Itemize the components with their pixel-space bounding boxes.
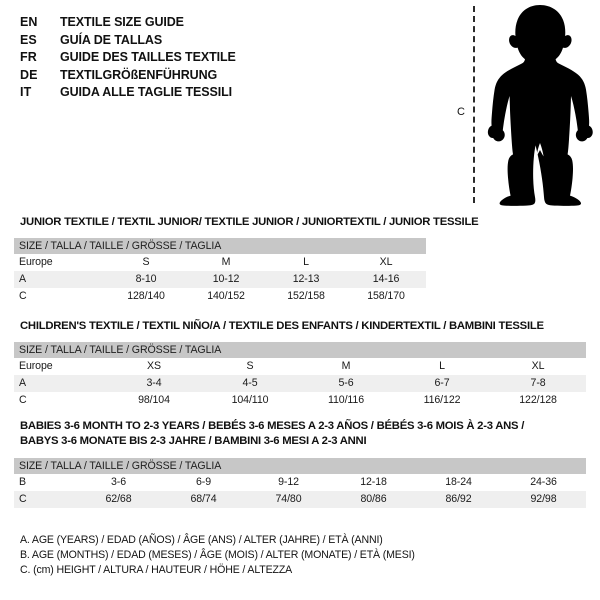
size-table-junior: SIZE / TALLA / TAILLE / GRÖSSE / TAGLIA … <box>14 238 427 305</box>
cell: 24-36 <box>501 474 587 491</box>
table-row: C 128/140 140/152 152/158 158/170 <box>14 288 427 305</box>
language-row: EN TEXTILE SIZE GUIDE <box>20 14 350 32</box>
language-row: IT GUIDA ALLE TAGLIE TESSILI <box>20 84 350 102</box>
cell: 3-6 <box>76 474 161 491</box>
cell: 80/86 <box>331 491 416 508</box>
cell: 3-4 <box>106 375 202 392</box>
cell: 116/122 <box>394 392 490 409</box>
height-dashed-line <box>473 6 475 203</box>
cell: 122/128 <box>490 392 587 409</box>
cell: 12-18 <box>331 474 416 491</box>
section-title-babies-line1: BABIES 3-6 MONTH TO 2-3 YEARS / BEBÉS 3-… <box>20 420 525 432</box>
cell: S <box>202 358 298 375</box>
cell: 14-16 <box>346 271 427 288</box>
language-title: TEXTILE SIZE GUIDE <box>60 15 184 29</box>
section-title-children: CHILDREN'S TEXTILE / TEXTIL NIÑO/A / TEX… <box>20 320 544 332</box>
language-row: DE TEXTILGRÖßENFÜHRUNG <box>20 67 350 85</box>
cell: 10-12 <box>186 271 266 288</box>
language-title: GUIDA ALLE TAGLIE TESSILI <box>60 85 233 99</box>
cell: 6-7 <box>394 375 490 392</box>
cell: 18-24 <box>416 474 501 491</box>
cell: S <box>106 254 186 271</box>
row-label: Europe <box>14 358 106 375</box>
cell: 92/98 <box>501 491 587 508</box>
cell: 86/92 <box>416 491 501 508</box>
cell: 68/74 <box>161 491 246 508</box>
language-title: TEXTILGRÖßENFÜHRUNG <box>60 67 218 82</box>
size-header-label: SIZE / TALLA / TAILLE / GRÖSSE / TAGLIA <box>14 342 587 358</box>
language-code: IT <box>20 85 32 99</box>
legend-line-a: A. AGE (YEARS) / EDAD (AÑOS) / ÂGE (ANS)… <box>20 534 383 546</box>
size-header-label: SIZE / TALLA / TAILLE / GRÖSSE / TAGLIA <box>14 458 587 474</box>
row-label: B <box>14 474 76 491</box>
legend-line-c: C. (cm) HEIGHT / ALTURA / HAUTEUR / HÖHE… <box>20 564 293 576</box>
section-title-babies-line2: BABYS 3-6 MONATE BIS 2-3 JAHRE / BAMBINI… <box>20 435 367 447</box>
legend-line-b: B. AGE (MONTHS) / EDAD (MESES) / ÂGE (MO… <box>20 549 415 561</box>
cell: XL <box>490 358 587 375</box>
cell: XS <box>106 358 202 375</box>
cell: M <box>298 358 394 375</box>
language-code: EN <box>20 15 38 29</box>
table-header-bar: SIZE / TALLA / TAILLE / GRÖSSE / TAGLIA <box>14 458 587 474</box>
cell: 152/158 <box>266 288 346 305</box>
cell: L <box>394 358 490 375</box>
cell: 12-13 <box>266 271 346 288</box>
cell: 158/170 <box>346 288 427 305</box>
legend-block: A. AGE (YEARS) / EDAD (AÑOS) / ÂGE (ANS)… <box>20 533 460 578</box>
row-label: Europe <box>14 254 106 271</box>
cell: 6-9 <box>161 474 246 491</box>
row-label: A <box>14 375 106 392</box>
height-measurement-figure: C <box>440 2 600 207</box>
language-title: GUIDE DES TAILLES TEXTILE <box>60 50 236 64</box>
language-title: GUÍA DE TALLAS <box>60 32 163 47</box>
language-code: FR <box>20 50 37 64</box>
toddler-silhouette-icon <box>487 5 593 206</box>
language-code: DE <box>20 67 38 82</box>
cell: 9-12 <box>246 474 331 491</box>
table-row: Europe XS S M L XL <box>14 358 587 375</box>
cell: 110/116 <box>298 392 394 409</box>
table-row: C 62/68 68/74 74/80 80/86 86/92 92/98 <box>14 491 587 508</box>
cell: 98/104 <box>106 392 202 409</box>
cell: 7-8 <box>490 375 587 392</box>
cell: 5-6 <box>298 375 394 392</box>
table-row: C 98/104 104/110 110/116 116/122 122/128 <box>14 392 587 409</box>
row-label: C <box>14 491 76 508</box>
row-label: A <box>14 271 106 288</box>
language-title-list: EN TEXTILE SIZE GUIDE ES GUÍA DE TALLAS … <box>20 14 350 102</box>
cell: XL <box>346 254 427 271</box>
cell: 8-10 <box>106 271 186 288</box>
cell: 62/68 <box>76 491 161 508</box>
language-row: ES GUÍA DE TALLAS <box>20 32 350 50</box>
table-row: Europe S M L XL <box>14 254 427 271</box>
size-header-label: SIZE / TALLA / TAILLE / GRÖSSE / TAGLIA <box>14 238 427 254</box>
cell: L <box>266 254 346 271</box>
row-label: C <box>14 392 106 409</box>
table-row: A 3-4 4-5 5-6 6-7 7-8 <box>14 375 587 392</box>
cell: M <box>186 254 266 271</box>
cell: 140/152 <box>186 288 266 305</box>
table-header-bar: SIZE / TALLA / TAILLE / GRÖSSE / TAGLIA <box>14 342 587 358</box>
height-measure-label: C <box>457 106 465 118</box>
cell: 4-5 <box>202 375 298 392</box>
table-header-bar: SIZE / TALLA / TAILLE / GRÖSSE / TAGLIA <box>14 238 427 254</box>
cell: 104/110 <box>202 392 298 409</box>
cell: 128/140 <box>106 288 186 305</box>
row-label: C <box>14 288 106 305</box>
table-row: B 3-6 6-9 9-12 12-18 18-24 24-36 <box>14 474 587 491</box>
section-title-junior: JUNIOR TEXTILE / TEXTIL JUNIOR/ TEXTILE … <box>20 216 479 228</box>
table-row: A 8-10 10-12 12-13 14-16 <box>14 271 427 288</box>
language-row: FR GUIDE DES TAILLES TEXTILE <box>20 49 350 67</box>
size-table-children: SIZE / TALLA / TAILLE / GRÖSSE / TAGLIA … <box>14 342 587 409</box>
language-code: ES <box>20 32 37 47</box>
size-table-babies: SIZE / TALLA / TAILLE / GRÖSSE / TAGLIA … <box>14 458 587 508</box>
cell: 74/80 <box>246 491 331 508</box>
